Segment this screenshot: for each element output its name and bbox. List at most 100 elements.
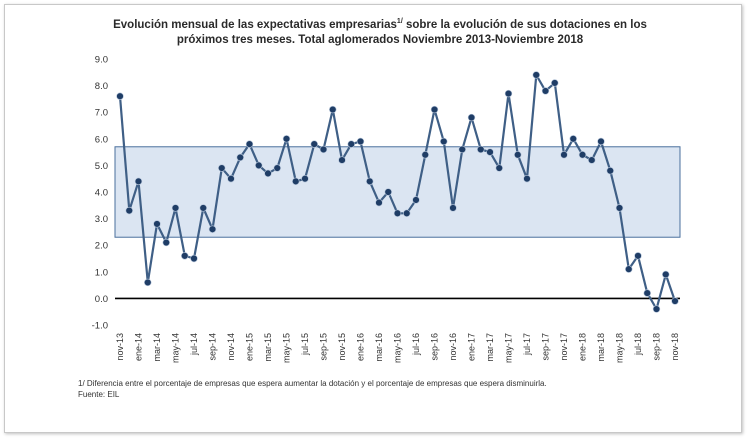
x-tick-label: sep-17 (541, 333, 551, 361)
data-point (310, 140, 318, 148)
data-point (430, 105, 439, 114)
y-tick-label: 2.0 (95, 241, 108, 252)
x-tick-label: ene-14 (134, 333, 144, 361)
data-point (634, 252, 642, 260)
x-tick-label: jul-17 (522, 333, 532, 356)
x-tick-label: nov-14 (226, 333, 236, 361)
data-point (301, 175, 309, 183)
x-tick-label: mar-17 (485, 333, 495, 362)
reference-band (114, 146, 681, 238)
x-tick-label: ene-18 (578, 333, 588, 361)
data-point (375, 198, 383, 207)
data-point (171, 204, 180, 212)
x-tick-label: jul-15 (300, 333, 310, 356)
data-point (569, 135, 577, 143)
x-tick-label: sep-16 (430, 333, 440, 361)
data-point (560, 151, 568, 159)
data-point (125, 206, 133, 215)
footnote-source: Fuente: EIL (78, 390, 120, 399)
data-point (264, 169, 272, 178)
x-tick-label: may-18 (615, 333, 625, 363)
x-tick-label: nov-13 (115, 333, 125, 361)
data-point (245, 140, 254, 148)
data-point (282, 135, 291, 143)
data-point (458, 145, 466, 154)
footnote-note: 1/ Diferencia entre el porcentaje de emp… (78, 379, 547, 388)
x-tick-label: jul-18 (633, 333, 643, 356)
data-point (366, 177, 374, 186)
x-tick-label: nov-16 (448, 333, 458, 361)
y-tick-label: 0.0 (95, 294, 108, 305)
data-point (671, 297, 679, 305)
data-point (181, 252, 189, 260)
data-point (144, 278, 152, 287)
data-point (597, 137, 605, 146)
x-tick-label: may-15 (282, 333, 292, 363)
data-point (652, 305, 661, 313)
x-tick-label: sep-15 (319, 333, 329, 361)
data-point (523, 175, 531, 183)
title-line2: próximos tres meses. Total aglomerados N… (176, 33, 584, 46)
data-point (255, 161, 263, 170)
y-tick-label: 8.0 (95, 81, 108, 92)
data-point (218, 164, 226, 172)
data-point (588, 156, 596, 164)
data-point (504, 89, 513, 98)
y-tick-label: -1.0 (92, 321, 108, 332)
x-tick-label: ene-15 (245, 333, 255, 361)
title-line1-rest: sobre la evolución de sus dotaciones en … (402, 18, 647, 31)
data-point (292, 177, 300, 186)
title-superscript: 1/ (396, 18, 403, 25)
data-point (440, 137, 448, 146)
data-point (356, 137, 365, 146)
y-tick-label: 6.0 (95, 134, 108, 145)
data-point (578, 151, 587, 159)
x-tick-label: mar-18 (596, 333, 606, 362)
data-point (625, 265, 633, 273)
x-tick-label: ene-16 (356, 333, 366, 361)
chart-title: Evolución mensual de las expectativas em… (110, 14, 650, 48)
data-point (153, 220, 161, 228)
x-tick-label: nov-18 (670, 333, 680, 361)
data-point (319, 145, 328, 154)
title-line1: Evolución mensual de las expectativas em… (113, 18, 397, 31)
x-tick-label: jul-16 (411, 333, 421, 356)
data-point (384, 188, 392, 196)
data-point (208, 225, 217, 233)
x-tick-label: may-17 (504, 333, 514, 363)
data-point (347, 140, 355, 148)
data-point (227, 175, 235, 183)
data-point (532, 71, 540, 79)
data-point (449, 204, 457, 212)
data-point (514, 151, 522, 159)
data-point (495, 164, 503, 172)
data-point (190, 254, 198, 263)
data-point (403, 209, 411, 217)
data-point (273, 164, 281, 172)
data-point (486, 148, 494, 156)
x-tick-label: mar-14 (152, 333, 162, 362)
data-point (551, 79, 559, 87)
data-point (199, 204, 207, 212)
y-tick-label: 4.0 (95, 188, 108, 199)
data-point (541, 87, 550, 95)
data-point (116, 92, 124, 100)
data-point (643, 289, 651, 297)
data-point (615, 204, 624, 212)
data-point (412, 196, 420, 204)
x-tick-label: jul-14 (189, 333, 199, 356)
x-tick-label: ene-17 (467, 333, 477, 361)
data-point (467, 113, 476, 122)
data-point (236, 153, 244, 162)
y-tick-label: 9.0 (95, 55, 108, 66)
x-tick-label: nov-15 (337, 333, 347, 361)
y-tick-label: 5.0 (95, 161, 108, 172)
data-point (477, 145, 485, 154)
y-tick-label: 7.0 (95, 108, 108, 119)
y-tick-label: 1.0 (95, 267, 108, 278)
data-point (393, 209, 402, 217)
data-point (421, 151, 429, 159)
x-tick-label: sep-14 (208, 333, 218, 361)
x-tick-label: may-14 (171, 333, 181, 363)
